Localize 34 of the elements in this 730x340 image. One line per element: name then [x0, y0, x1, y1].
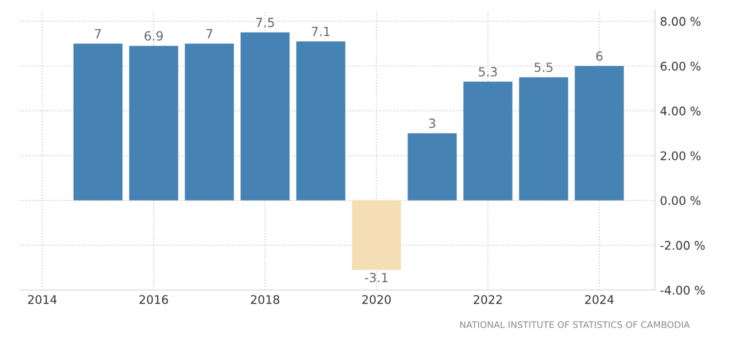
x-tick-label: 2024: [585, 295, 614, 304]
data-label: 7.1: [312, 26, 330, 36]
x-tick-label: 2020: [362, 295, 391, 304]
y-tick-label: 4.00 %: [660, 106, 700, 116]
data-label: 6.9: [144, 31, 163, 41]
bar: [574, 66, 624, 200]
bar: [184, 44, 234, 200]
y-tick-label: 2.00 %: [660, 151, 700, 160]
data-label: 7.5: [256, 18, 274, 28]
data-label: -3.1: [364, 272, 388, 282]
y-tick-label: -4.00 %: [660, 286, 705, 295]
y-tick-label: 8.00 %: [660, 16, 700, 26]
bar: [463, 82, 512, 200]
bar: [73, 44, 122, 200]
data-label: 7: [206, 29, 212, 38]
text: NATIONAL INSTITUTE OF STATISTICS OF CAMBODIA: [460, 321, 690, 328]
x-tick-label: 2022: [474, 295, 502, 304]
bar: [240, 32, 290, 200]
y-tick-label: 0.00 %: [660, 196, 700, 206]
x-tick-label: 2014: [28, 295, 57, 304]
data-label: 5.5: [534, 62, 552, 72]
y-tick-label: -2.00 %: [660, 240, 705, 250]
bar: [519, 77, 568, 200]
bar: [408, 133, 457, 200]
bar: [352, 200, 401, 270]
y-tick-label: 6.00 %: [660, 62, 700, 71]
bar: [129, 46, 178, 200]
data-label: 3: [429, 118, 436, 128]
data-label: 6: [596, 51, 602, 61]
bar: [296, 41, 346, 200]
data-label: 7: [95, 29, 101, 38]
x-tick-label: 2016: [140, 295, 168, 304]
data-label: 5.3: [478, 67, 497, 76]
x-tick-label: 2018: [250, 295, 280, 304]
